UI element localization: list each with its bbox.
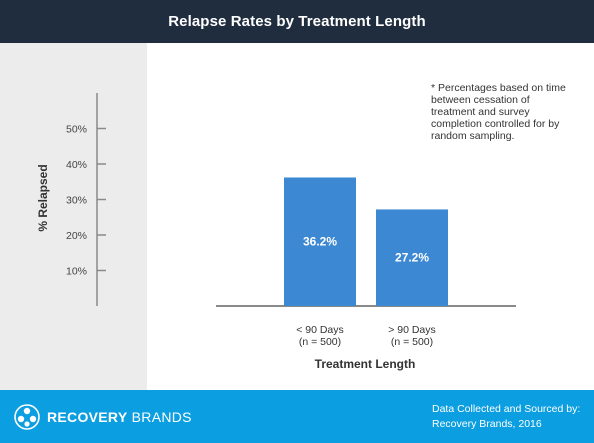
bar-value-label: 36.2% xyxy=(303,235,337,249)
bars: 36.2% 27.2% xyxy=(284,177,448,306)
y-axis-label: % Relapsed xyxy=(36,164,50,231)
bar xyxy=(376,209,448,306)
footnote: * Percentages based on time between cess… xyxy=(431,82,566,142)
chart-title-bar: Relapse Rates by Treatment Length xyxy=(0,0,594,43)
x-tick-label: > 90 Days xyxy=(388,324,436,336)
y-tick-label: 10% xyxy=(66,266,87,278)
brand-name: RECOVERY BRANDS xyxy=(47,409,192,425)
y-tick-label: 30% xyxy=(66,195,87,207)
footer: RECOVERY BRANDS Data Collected and Sourc… xyxy=(0,390,594,443)
y-axis: 10% 20% 30% 40% 50% xyxy=(66,93,106,306)
source-line-1: Data Collected and Sourced by: xyxy=(432,403,581,415)
brand-name-part2: BRANDS xyxy=(131,409,192,425)
source-credit: Data Collected and Sourced by: Recovery … xyxy=(432,402,580,432)
bar xyxy=(284,177,356,306)
source-line-2: Recovery Brands, 2016 xyxy=(432,418,542,430)
recovery-brands-logo-icon xyxy=(14,404,40,430)
bar-chart: 10% 20% 30% 40% 50% % Relapsed 36.2% 27.2% < … xyxy=(36,93,516,371)
x-tick-label: < 90 Days xyxy=(296,324,344,336)
brand-logo: RECOVERY BRANDS xyxy=(14,404,192,430)
chart-title: Relapse Rates by Treatment Length xyxy=(168,13,426,30)
y-tick-label: 20% xyxy=(66,230,87,242)
brand-name-part1: RECOVERY xyxy=(47,409,128,425)
x-axis-label: Treatment Length xyxy=(315,357,416,371)
bar-value-label: 27.2% xyxy=(395,251,429,265)
y-axis-panel xyxy=(0,43,147,390)
y-tick-label: 40% xyxy=(66,159,87,171)
x-tick-labels: < 90 Days(n = 500)> 90 Days(n = 500) xyxy=(296,324,436,348)
x-tick-sublabel: (n = 500) xyxy=(391,336,433,348)
y-tick-label: 50% xyxy=(66,124,87,136)
x-tick-sublabel: (n = 500) xyxy=(299,336,341,348)
